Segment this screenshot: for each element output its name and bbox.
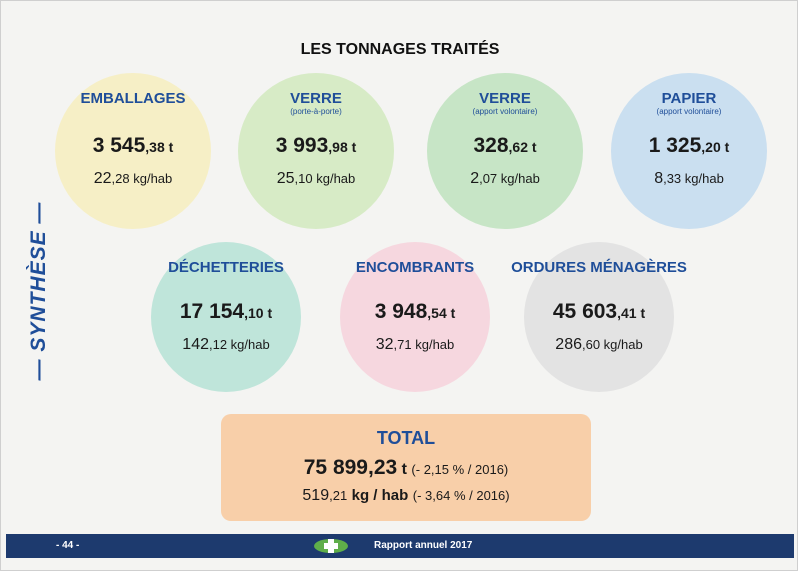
tonnage-int: 3 948 — [374, 300, 428, 323]
ratio-dec: ,07 kg/hab — [479, 171, 540, 186]
category-label: ENCOMBRANTS — [355, 259, 475, 276]
category-circle — [340, 242, 490, 392]
category-circle — [151, 242, 301, 392]
category-label: PAPIER — [661, 90, 717, 107]
ratio-int: 22 — [93, 170, 112, 187]
unit: t — [401, 461, 407, 478]
title: LES TONNAGES TRAITÉS — [300, 41, 500, 58]
ratio-int: 32 — [375, 336, 394, 353]
ratio-dec: ,21 — [329, 488, 348, 503]
ratio: 32,71 kg/hab — [376, 336, 455, 354]
ratio-int: 286 — [555, 336, 582, 353]
category-label: VERRE — [290, 90, 342, 107]
category-sub: (apport volontaire) — [472, 107, 538, 116]
category-label: DÉCHETTERIES — [168, 259, 284, 276]
category-name: EMBALLAGES — [81, 90, 186, 107]
ratio-int: 25 — [276, 170, 295, 187]
category-label: ORDURES MÉNAGÈRES — [511, 259, 687, 276]
tonnage-int: 3 993 — [275, 134, 329, 157]
ratio: 8,33 kg/hab — [654, 170, 724, 188]
logo — [314, 539, 348, 553]
unit: kg / hab — [351, 487, 409, 504]
category-name: PAPIER (apport volontaire) — [657, 90, 722, 116]
tonnage-dec: ,10 t — [244, 305, 273, 321]
ratio-int: 8 — [654, 170, 664, 187]
change: (- 3,64 % / 2016) — [412, 488, 510, 503]
tonnage-dec: ,20 t — [701, 139, 730, 155]
change: (- 2,15 % / 2016) — [411, 462, 509, 477]
ratio-int: 519 — [302, 487, 330, 504]
tonnage-int: 17 154 — [179, 300, 245, 323]
tonnage-int: 328 — [473, 134, 509, 157]
category-sub: (porte-à-porte) — [290, 107, 342, 116]
tonnage-int: 1 325 — [648, 134, 702, 157]
tonnage: 3 545,38 t — [93, 134, 174, 158]
tonnage: 1 325,20 t — [649, 134, 730, 158]
ratio-dec: ,28 kg/hab — [111, 171, 173, 186]
tonnage: 328,62 t — [473, 134, 536, 158]
category-circle — [611, 73, 767, 229]
category-name: VERRE (apport volontaire) — [473, 90, 538, 116]
total-label: TOTAL — [376, 428, 436, 448]
ratio-int: 142 — [182, 336, 209, 353]
category-circle — [524, 242, 674, 392]
tonnage-dec: ,41 t — [617, 305, 646, 321]
category-sub: (apport volontaire) — [656, 107, 722, 116]
ratio-dec: ,71 kg/hab — [393, 337, 455, 352]
category-name: ORDURES MÉNAGÈRES — [511, 259, 687, 276]
category-label: VERRE — [479, 90, 531, 107]
value: 75 899,23 — [303, 456, 398, 479]
category-circle — [427, 73, 583, 229]
category-label: EMBALLAGES — [80, 90, 186, 107]
ratio-dec: ,10 kg/hab — [294, 171, 356, 186]
side-label: — SYNTHÈSE — — [27, 201, 50, 381]
tonnage-int: 45 603 — [552, 300, 618, 323]
ratio-dec: ,33 kg/hab — [663, 171, 724, 186]
tonnage: 3 948,54 t — [375, 300, 456, 324]
category-name: ENCOMBRANTS — [356, 259, 474, 276]
total-box: TOTAL 75 899,23 t (- 2,15 % / 2016) 519,21… — [221, 414, 591, 521]
tonnage-dec: ,54 t — [427, 305, 456, 321]
category-circle — [238, 73, 394, 229]
ratio-dec: ,12 kg/hab — [208, 337, 270, 352]
ratio: 2,07 kg/hab — [470, 170, 540, 188]
tonnage: 3 993,98 t — [276, 134, 357, 158]
tonnage: 45 603,41 t — [553, 300, 645, 324]
ratio: 25,10 kg/hab — [277, 170, 356, 188]
total-ratio: 519,21 kg / hab (- 3,64 % / 2016) — [302, 487, 509, 505]
report-name: Rapport annuel 2017 — [374, 540, 473, 551]
ratio: 142,12 kg/hab — [182, 336, 269, 354]
tonnage-dec: ,62 t — [508, 139, 537, 155]
ratio: 286,60 kg/hab — [555, 336, 642, 354]
category-name: DÉCHETTERIES — [168, 259, 284, 276]
page-number: - 44 - — [56, 540, 80, 551]
tonnage: 17 154,10 t — [180, 300, 272, 324]
tonnage-int: 3 545 — [92, 134, 146, 157]
ratio: 22,28 kg/hab — [94, 170, 173, 188]
tonnage-dec: ,98 t — [328, 139, 357, 155]
category-circle — [55, 73, 211, 229]
ratio-dec: ,60 kg/hab — [581, 337, 643, 352]
footer: - 44 - Rapport annuel 2017 — [6, 534, 794, 558]
total-tonnage: 75 899,23 t (- 2,15 % / 2016) — [304, 456, 509, 480]
tonnage-dec: ,38 t — [145, 139, 174, 155]
category-name: VERRE (porte-à-porte) — [290, 90, 342, 116]
ratio-int: 2 — [470, 170, 480, 187]
